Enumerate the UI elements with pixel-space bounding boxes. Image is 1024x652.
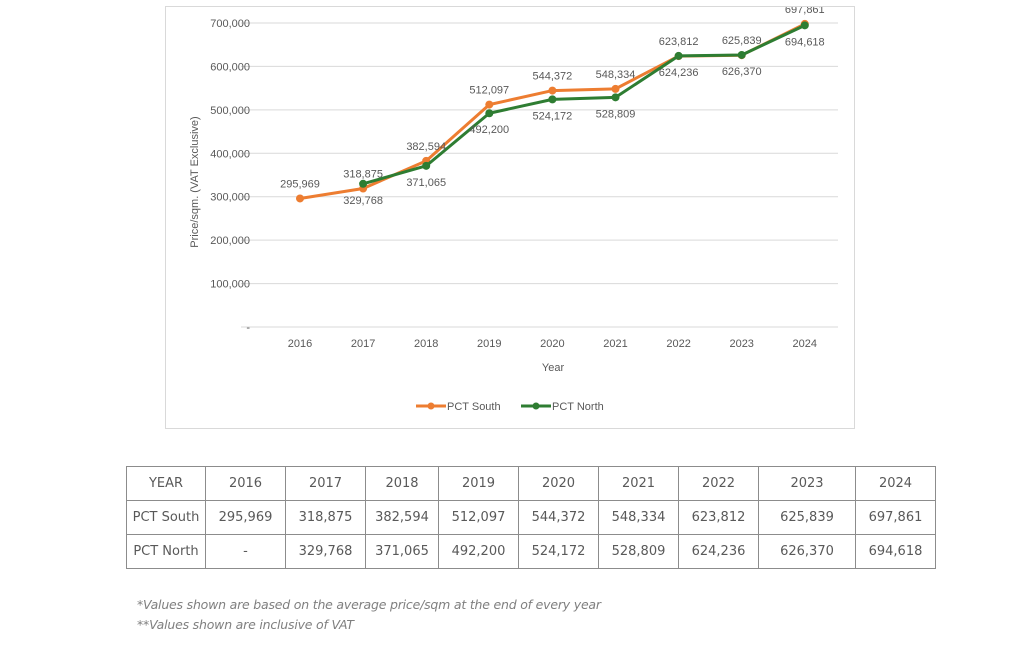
x-tick-label: 2020 <box>540 338 564 350</box>
data-label: 295,969 <box>280 178 320 190</box>
data-point-pct-north <box>485 109 494 118</box>
legend-label: PCT North <box>552 401 604 413</box>
y-axis-title: Price/sqm. (VAT Exclusive) <box>189 116 201 247</box>
data-point-pct-south <box>296 194 304 203</box>
table-cell: 318,875 <box>285 500 366 535</box>
table-header-row: YEAR 2016 2017 2018 2019 2020 2021 2022 2023 2024 <box>126 466 936 501</box>
table-cell: 2022 <box>678 466 759 501</box>
table-cell: 2018 <box>365 466 439 501</box>
y-tick-label: 100,000 <box>210 279 250 291</box>
data-point-pct-north <box>359 179 368 188</box>
table-cell: 623,812 <box>678 500 759 535</box>
footnote-average-price: *Values shown are based on the average p… <box>137 597 601 612</box>
data-label: 624,236 <box>659 67 699 79</box>
data-table: YEAR 2016 2017 2018 2019 2020 2021 2022 2023 2024… <box>126 466 936 569</box>
table-cell: 544,372 <box>518 500 599 535</box>
table-cell: 2016 <box>205 466 286 501</box>
data-label: 548,334 <box>596 69 636 81</box>
data-label: 524,172 <box>533 110 573 122</box>
table-cell: 2020 <box>518 466 599 501</box>
data-label: 697,861 <box>785 7 825 16</box>
y-tick-label: 500,000 <box>210 105 250 117</box>
legend-item-pct-south: PCT South <box>416 401 501 413</box>
x-tick-label: 2016 <box>288 338 312 350</box>
table-cell: 528,809 <box>598 534 679 569</box>
x-tick-label: 2021 <box>603 338 627 350</box>
table-cell: 382,594 <box>365 500 439 535</box>
table-cell: 371,065 <box>365 534 439 569</box>
data-label: 544,372 <box>533 71 573 83</box>
y-tick-label: 600,000 <box>210 61 250 73</box>
row-header-cell: YEAR <box>126 466 206 501</box>
data-label: 329,768 <box>343 195 383 207</box>
table-cell: 2024 <box>855 466 936 501</box>
table-cell: 697,861 <box>855 500 936 535</box>
data-label: 623,812 <box>659 36 699 48</box>
data-label: 512,097 <box>469 85 509 97</box>
data-label: 371,065 <box>406 177 446 189</box>
y-tick-label: 300,000 <box>210 192 250 204</box>
data-label: 528,809 <box>596 108 636 120</box>
line-chart: - 100,000 200,000 300,000 400,000 500,000 600,… <box>189 7 838 413</box>
data-label: 318,875 <box>343 169 383 181</box>
y-tick-label: 700,000 <box>210 18 250 30</box>
row-header-cell: PCT North <box>126 534 206 569</box>
legend-item-pct-north: PCT North <box>521 401 604 413</box>
x-axis-title: Year <box>542 362 565 374</box>
table-cell: 329,768 <box>285 534 366 569</box>
table-cell: 548,334 <box>598 500 679 535</box>
table-cell: - <box>205 534 286 569</box>
table-cell: 625,839 <box>758 500 856 535</box>
y-tick-label: 200,000 <box>210 235 250 247</box>
data-point-pct-south <box>485 100 494 109</box>
y-tick-label: 400,000 <box>210 148 250 160</box>
data-point-pct-north <box>800 21 809 30</box>
legend-marker-icon <box>532 402 540 410</box>
table-cell: 694,618 <box>855 534 936 569</box>
table-row: PCT North -329,768 371,065 492,200 524,172 52… <box>126 534 936 569</box>
gridlines <box>241 22 838 328</box>
series-line-pct-north <box>361 23 807 186</box>
data-label: 625,839 <box>722 35 762 47</box>
x-tick-label: 2022 <box>666 338 690 350</box>
data-labels: 295,969 318,875 382,594 512,097 544,372 548,3… <box>280 7 825 207</box>
table-cell: 524,172 <box>518 534 599 569</box>
table-cell: 626,370 <box>758 534 856 569</box>
legend-marker-icon <box>427 402 435 410</box>
table-cell: 2019 <box>438 466 519 501</box>
row-header-cell: PCT South <box>126 500 206 535</box>
x-axis-ticks: 2016 2017 2018 2019 2020 2021 2022 2023 2024 <box>288 338 817 350</box>
y-axis-ticks: - 100,000 200,000 300,000 400,000 500,000 600,… <box>210 18 250 334</box>
y-tick-label: - <box>246 322 250 334</box>
x-tick-label: 2023 <box>729 338 753 350</box>
chart-container: - 100,000 200,000 300,000 400,000 500,000 600,… <box>165 6 855 429</box>
data-label: 492,200 <box>469 124 509 136</box>
data-point-pct-north <box>422 161 431 170</box>
series-lines <box>296 19 809 203</box>
table-cell: 512,097 <box>438 500 519 535</box>
data-point-pct-north <box>674 51 683 60</box>
data-point-pct-north <box>737 50 746 59</box>
x-tick-label: 2018 <box>414 338 438 350</box>
data-label: 694,618 <box>785 36 825 48</box>
table-row: PCT South 295,969 318,875 382,594 512,097 544… <box>126 500 936 535</box>
data-point-pct-north <box>548 95 557 104</box>
legend-label: PCT South <box>447 401 501 413</box>
x-tick-label: 2024 <box>793 338 817 350</box>
data-label: 382,594 <box>406 141 446 153</box>
data-point-pct-south <box>611 84 620 93</box>
table-cell: 492,200 <box>438 534 519 569</box>
table-cell: 2023 <box>758 466 856 501</box>
table-cell: 295,969 <box>205 500 286 535</box>
legend: PCT South PCT North <box>416 401 604 413</box>
data-point-pct-south <box>548 86 557 95</box>
table-cell: 2017 <box>285 466 366 501</box>
data-point-pct-north <box>611 93 620 102</box>
x-tick-label: 2019 <box>477 338 501 350</box>
x-tick-label: 2017 <box>351 338 375 350</box>
table-cell: 624,236 <box>678 534 759 569</box>
footnote-vat: **Values shown are inclusive of VAT <box>137 617 354 632</box>
table-cell: 2021 <box>598 466 679 501</box>
data-label: 626,370 <box>722 66 762 78</box>
